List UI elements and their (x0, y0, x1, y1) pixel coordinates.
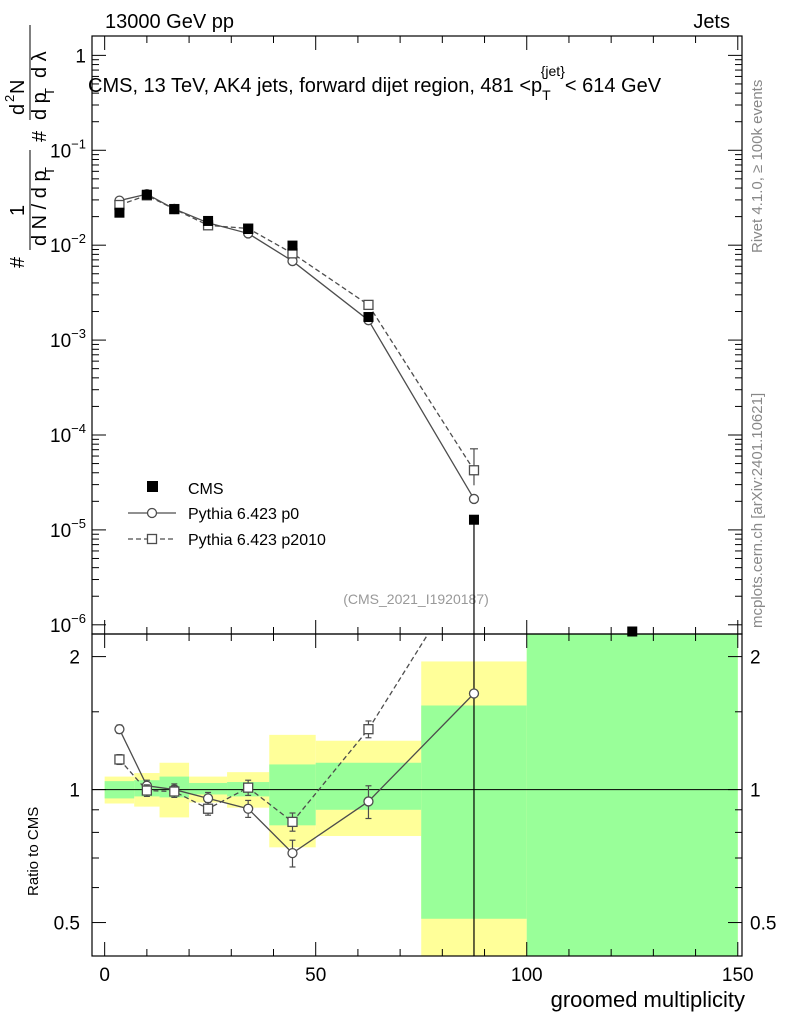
chart-marks (92, 188, 742, 956)
top-y-tick-label-1: 10−1 (50, 136, 86, 162)
point-cms-7 (468, 514, 479, 525)
ratio-group (114, 634, 480, 868)
point-cms-4 (243, 224, 254, 235)
x-tick-label-3: 150 (722, 965, 754, 986)
point-cms-3 (203, 215, 214, 226)
top-y-tick-label-0: 1 (75, 46, 86, 67)
ratio-point-p2010-6 (363, 724, 374, 735)
chart-axes: 1 10−1 10−2 10−3 10−4 10−5 10−6 0.5 0.5 1 1 2 2 0 50 10… (50, 35, 776, 986)
green-band-8 (526, 634, 738, 956)
green-band-3 (189, 782, 228, 795)
svg-text:d: d (7, 104, 29, 115)
top-y-tick-label-4: 10−4 (50, 421, 86, 447)
point-cms-2 (169, 204, 180, 215)
header-energy-label: 13000 GeV pp (105, 11, 234, 33)
analysis-watermark: (CMS_2021_I1920187) (343, 591, 489, 607)
x-tick-label-1: 50 (305, 965, 326, 986)
x-axis-label: groomed multiplicity (551, 987, 745, 1012)
ratio-point-p2010-0 (114, 754, 125, 765)
top-y-axis-label: # 1 d N / d p T # d 2 N d p T d λ (2, 25, 57, 268)
svg-text:d N / d p: d N / d p (29, 170, 51, 246)
bottom-y-tick-label-left-0: 0.5 (54, 914, 80, 935)
ratio-point-p2010-4 (243, 782, 254, 793)
series-line-p0 (119, 193, 475, 500)
uncertainty-bands (104, 634, 738, 956)
rivet-version-label: Rivet 4.1.0, ≥ 100k events (749, 80, 766, 253)
point-cms-8 (627, 626, 638, 637)
svg-text:1: 1 (7, 205, 29, 216)
legend-label-p0: Pythia 6.423 p0 (188, 506, 299, 523)
svg-text:2: 2 (2, 95, 17, 102)
svg-text:T: T (42, 88, 57, 96)
top-y-tick-label-3: 10−3 (50, 326, 86, 352)
bottom-y-tick-label-right-1: 1 (750, 781, 761, 802)
bottom-y-tick-label-right-2: 2 (750, 648, 761, 669)
ratio-point-p2010-2 (169, 786, 180, 797)
legend-marker-p0 (146, 507, 158, 519)
point-p2010-6 (363, 299, 374, 311)
legend-marker-p2010 (146, 533, 158, 545)
legend-marker-cms (147, 481, 158, 492)
ratio-point-p2010-3 (202, 803, 214, 814)
header-jets-label: Jets (693, 11, 730, 33)
legend-label-p2010: Pythia 6.423 p2010 (188, 532, 326, 549)
svg-text:d λ: d λ (29, 51, 51, 78)
svg-text:N: N (7, 80, 29, 94)
bottom-y-tick-label-right-0: 0.5 (750, 914, 776, 935)
bottom-y-axis-label: Ratio to CMS (25, 807, 42, 896)
series-line-p2010 (119, 194, 475, 471)
point-p2010-7 (468, 465, 480, 476)
bottom-y-tick-label-left-1: 1 (69, 781, 80, 802)
bottom-panel-frame (91, 633, 743, 957)
ratio-point-p0-4 (243, 803, 254, 814)
top-y-tick-label-5: 10−5 (50, 516, 86, 542)
ratio-line-p2010 (118, 634, 429, 823)
top-y-tick-label-2: 10−2 (50, 231, 86, 257)
svg-text:#: # (29, 130, 51, 142)
ratio-point-p2010-5 (287, 816, 298, 828)
point-cms-0 (114, 207, 125, 218)
ratio-point-p0-7 (468, 688, 480, 699)
ratio-point-p0-0 (114, 724, 125, 735)
point-p0-7 (468, 493, 480, 505)
ratio-point-p0-3 (202, 793, 214, 804)
legend: CMS Pythia 6.423 p0 Pythia 6.423 p2010 (128, 481, 326, 549)
point-cms-6 (363, 312, 374, 323)
bottom-y-tick-label-left-2: 2 (69, 648, 80, 669)
chart-title: CMS, 13 TeV, AK4 jets, forward dijet reg… (88, 63, 662, 103)
svg-text:T: T (42, 167, 57, 175)
top-y-tick-label-6: 10−6 (50, 611, 86, 637)
x-tick-label-2: 100 (511, 965, 543, 986)
svg-text:#: # (7, 256, 29, 268)
mcplots-reference-label: mcplots.cern.ch [arXiv:2401.10621] (749, 393, 766, 628)
ratio-point-p0-6 (363, 796, 374, 807)
ratio-point-p0-5 (287, 847, 298, 859)
point-cms-1 (141, 189, 152, 200)
point-cms-5 (287, 240, 298, 251)
ratio-point-p2010-1 (141, 785, 153, 796)
x-tick-label-0: 0 (99, 965, 110, 986)
legend-label-cms: CMS (188, 481, 224, 498)
svg-text:d p: d p (29, 92, 51, 120)
